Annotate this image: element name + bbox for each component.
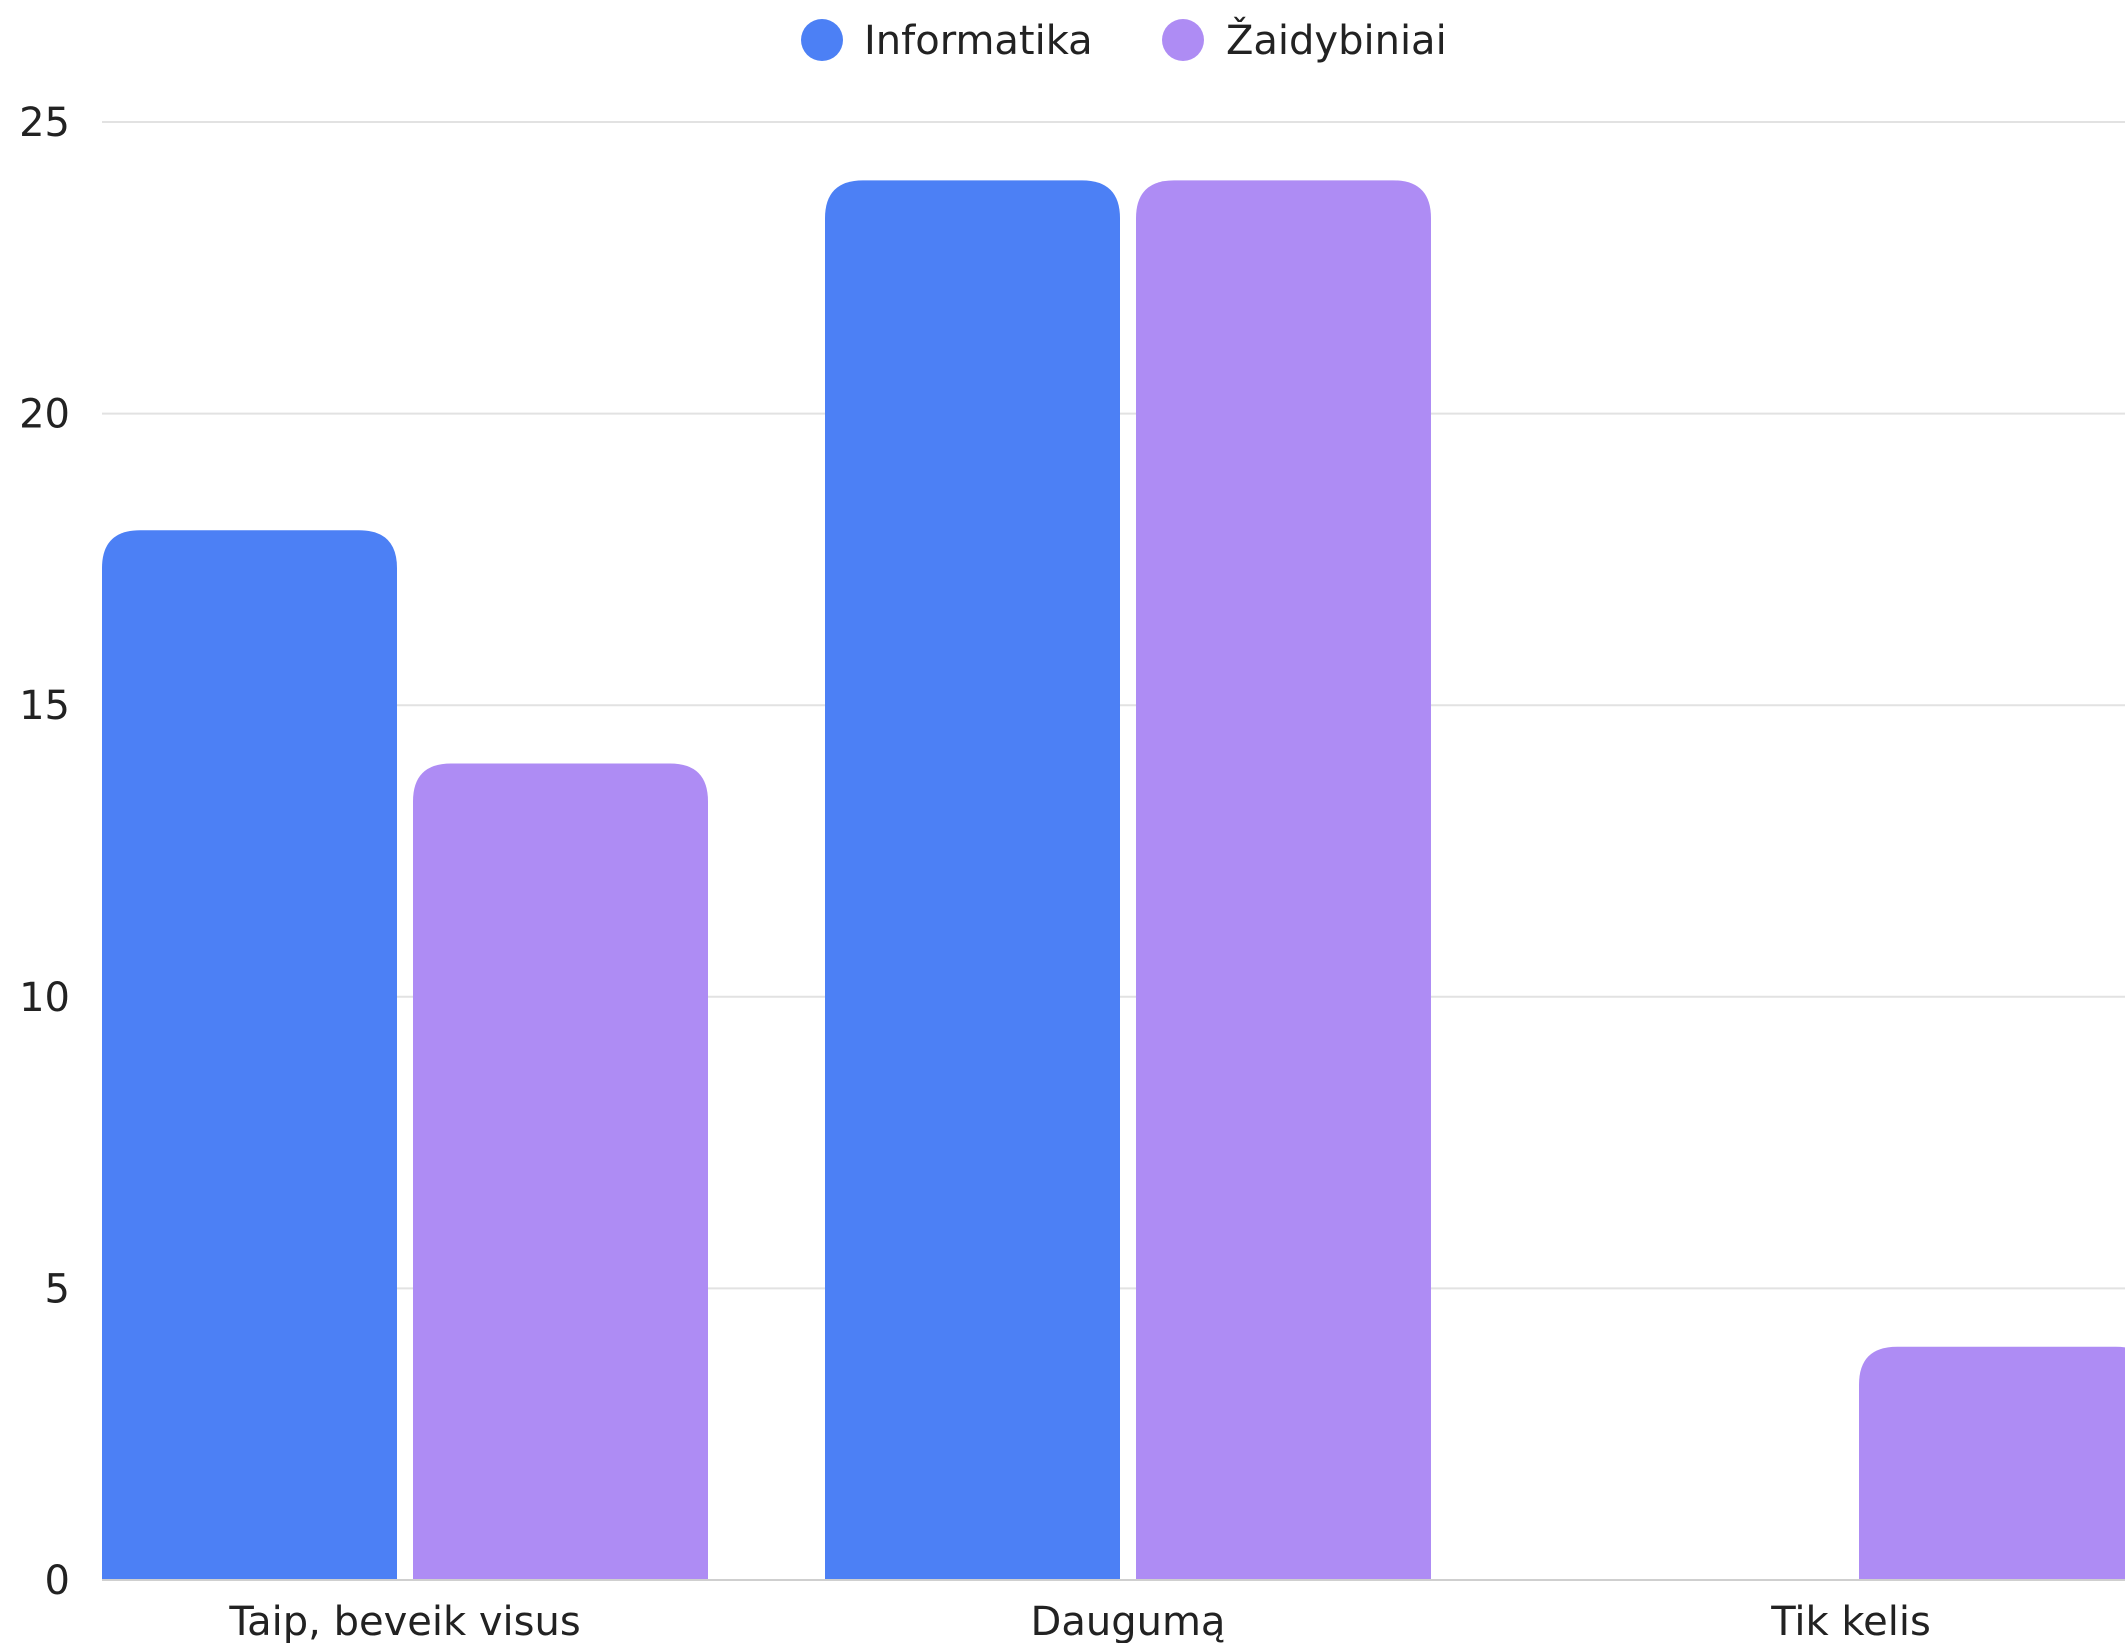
bars [102,180,2125,1580]
legend: Informatika Žaidybiniai [801,16,1447,64]
bar-informatika-0 [102,530,397,1580]
legend-label: Žaidybiniai [1226,16,1447,64]
y-tick-label: 5 [45,1266,70,1312]
legend-swatch [1162,19,1204,61]
y-tick-label: 15 [19,683,70,729]
x-axis: Taip, beveik visus Daugumą Tik kelis [102,1579,2125,1643]
y-axis: 0 5 10 15 20 25 [19,100,70,1604]
y-tick-label: 0 [45,1558,70,1604]
x-tick-label: Tik kelis [1770,1599,1931,1643]
x-tick-label: Taip, beveik visus [228,1599,580,1643]
bar--aidybiniai-1 [1136,180,1431,1580]
bar--aidybiniai-0 [413,763,708,1580]
bar-informatika-1 [825,180,1120,1580]
bar--aidybiniai-2 [1859,1346,2125,1580]
y-tick-label: 20 [19,392,70,438]
x-tick-label: Daugumą [1031,1599,1226,1643]
legend-swatch [801,19,843,61]
y-tick-label: 25 [19,100,70,146]
y-tick-label: 10 [19,975,70,1021]
legend-label: Informatika [864,18,1093,64]
